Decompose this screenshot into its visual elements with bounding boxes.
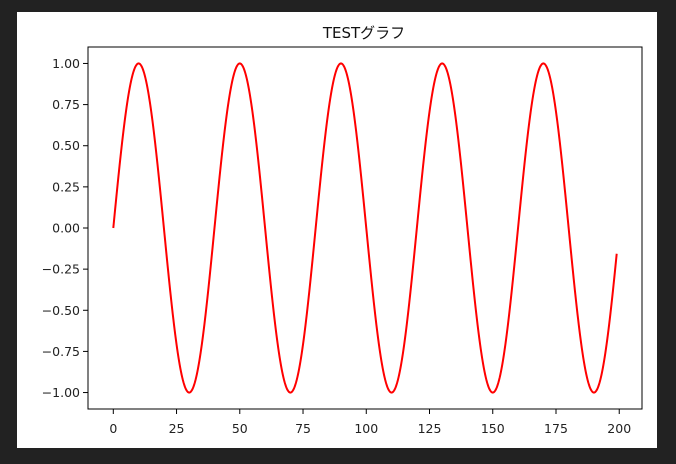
- y-tick-label: −0.25: [42, 262, 80, 277]
- y-tick-label: 1.00: [52, 56, 80, 71]
- x-tick-label: 125: [418, 421, 442, 436]
- x-tick-label: 150: [481, 421, 505, 436]
- x-tick-label: 25: [169, 421, 185, 436]
- y-axis: 1.00 0.75 0.50 0.25 0.00 −0.25 −0.50 −0.75 −1.00: [42, 56, 88, 400]
- y-tick-label: −1.00: [42, 385, 80, 400]
- y-tick-label: −0.75: [42, 344, 80, 359]
- y-tick-label: 0.75: [52, 97, 80, 112]
- x-tick-label: 100: [354, 421, 378, 436]
- plot-area-frame: [87, 46, 643, 410]
- x-tick-label: 75: [295, 421, 311, 436]
- sine-series-line: [112, 62, 618, 394]
- y-tick-label: 0.00: [52, 221, 80, 236]
- chart-figure: TESTグラフ 1.00 0.75 0.50 0.25 0.00 −0.25 −0.50 −0…: [17, 12, 657, 448]
- y-tick-label: −0.50: [42, 303, 80, 318]
- x-axis: 0 25 50 75 100 125 150 175 200: [109, 409, 631, 436]
- x-tick-label: 0: [109, 421, 117, 436]
- x-tick-label: 200: [607, 421, 631, 436]
- line-chart: TESTグラフ 1.00 0.75 0.50 0.25 0.00 −0.25 −0.50 −0…: [42, 24, 643, 436]
- x-tick-label: 175: [544, 421, 568, 436]
- y-tick-label: 0.25: [52, 179, 80, 194]
- y-tick-label: 0.50: [52, 138, 80, 153]
- x-tick-label: 50: [232, 421, 248, 436]
- chart-title: TESTグラフ: [322, 24, 405, 42]
